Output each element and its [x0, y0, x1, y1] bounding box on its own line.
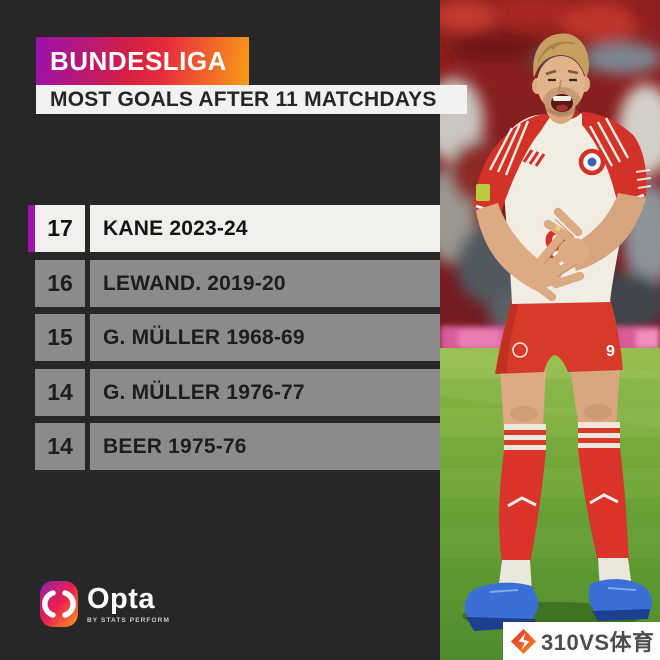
boots: [464, 579, 652, 631]
arms-hands: [476, 193, 646, 302]
table-row: 14 G. MÜLLER 1976-77: [28, 368, 440, 416]
table-row: 17 KANE 2023-24: [28, 205, 440, 252]
player-cell: LEWAND. 2019-20: [90, 259, 440, 307]
ranking-table: 17 KANE 2023-24 16 LEWAND. 2019-20 15 G.…: [28, 205, 440, 478]
shorts: 9: [495, 298, 623, 374]
league-banner: BUNDESLIGA: [36, 37, 249, 85]
opta-wordmark: Opta: [87, 582, 156, 615]
player-illustration: 9 9: [424, 0, 660, 660]
player-cell: BEER 1975-76: [90, 423, 440, 470]
highlight-accent-bar: [28, 205, 35, 252]
table-row: 16 LEWAND. 2019-20: [28, 259, 440, 307]
page-title: MOST GOALS AFTER 11 MATCHDAYS: [36, 85, 467, 114]
player-photo: 9 9: [424, 0, 660, 660]
player-cell: KANE 2023-24: [90, 205, 440, 252]
site-watermark: 310VS体育: [503, 622, 660, 660]
player-cell: G. MÜLLER 1976-77: [90, 368, 440, 416]
table-row: 15 G. MÜLLER 1968-69: [28, 314, 440, 361]
club-crest: [578, 148, 606, 176]
opta-subbrand: BY STATS PERFORM: [87, 616, 170, 624]
goals-cell: 14: [35, 423, 85, 470]
goals-cell: 14: [35, 368, 85, 416]
goals-cell: 16: [35, 259, 85, 307]
sock-bands: [504, 422, 620, 451]
player-figure: 9 9: [464, 33, 652, 631]
goals-cell: 17: [35, 205, 85, 252]
opta-icon: [40, 581, 78, 627]
watermark-text: 310VS体育: [541, 630, 655, 655]
league-patch: [476, 184, 490, 201]
shorts-number: 9: [606, 343, 615, 360]
player-cell: G. MÜLLER 1968-69: [90, 314, 440, 361]
head: [532, 33, 590, 124]
ring: [555, 225, 561, 231]
sponsor-patch: [635, 169, 652, 189]
watermark-logo-icon: [510, 628, 537, 654]
adidas-logo: [522, 149, 546, 167]
goals-cell: 15: [35, 314, 85, 361]
table-row: 14 BEER 1975-76: [28, 423, 440, 470]
opta-logo: Opta BY STATS PERFORM: [40, 581, 170, 627]
hair: [533, 33, 589, 79]
